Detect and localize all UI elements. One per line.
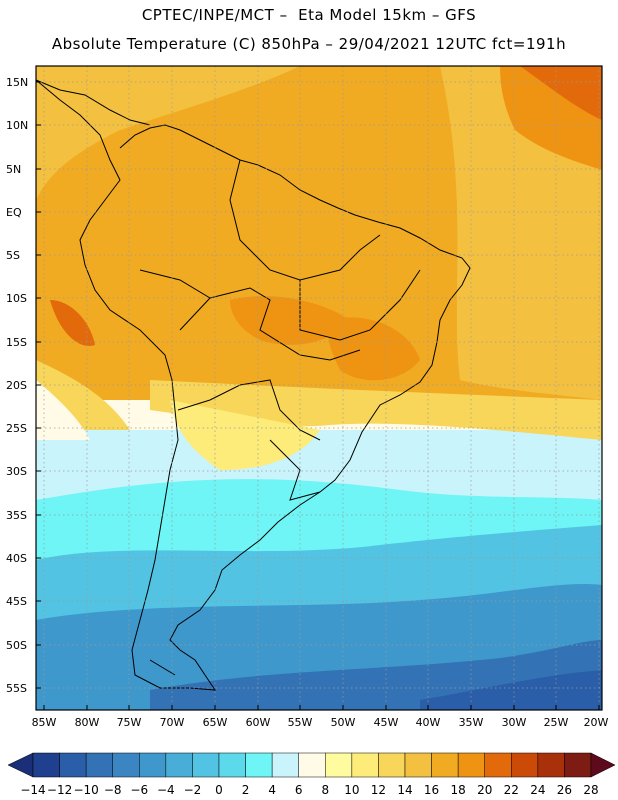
colorbar-max-arrow xyxy=(590,752,616,778)
lat-label-50s: 50S xyxy=(6,639,27,652)
colorbar-swatch xyxy=(32,752,60,778)
colorbar-swatch xyxy=(59,752,87,778)
lat-label-55s: 55S xyxy=(6,682,27,695)
colorbar-tick-label: 26 xyxy=(556,783,573,797)
lat-label-20s: 20S xyxy=(6,379,27,392)
lon-label-25w: 25W xyxy=(543,716,569,729)
lon-label-50w: 50W xyxy=(330,716,356,729)
colorbar-tick-label: 6 xyxy=(294,783,303,797)
colorbar-tick-label: 18 xyxy=(450,783,466,797)
lon-label-60w: 60W xyxy=(245,716,271,729)
lat-label-15n: 15N xyxy=(6,76,29,89)
colorbar-tick-label: −6 xyxy=(130,783,149,797)
lat-label-10s: 10S xyxy=(6,292,27,305)
colorbar-tick-label: 22 xyxy=(503,783,519,797)
lat-label-35s: 35S xyxy=(6,509,27,522)
colorbar-tick-label: 28 xyxy=(583,783,599,797)
colorbar xyxy=(7,752,616,778)
lat-label-40s: 40S xyxy=(6,552,27,565)
colorbar-tick-label: 20 xyxy=(477,783,493,797)
map-subtitle: Absolute Temperature (C) 850hPa – 29/04/… xyxy=(51,35,567,53)
colorbar-tick-label: −10 xyxy=(73,783,99,797)
coastline xyxy=(35,79,471,691)
lon-label-40w: 40W xyxy=(415,716,441,729)
colorbar-swatch xyxy=(218,752,246,778)
colorbar-tick-label: 12 xyxy=(370,783,387,797)
colorbar-tick-label: 0 xyxy=(215,783,223,797)
lon-label-55w: 55W xyxy=(287,716,313,729)
colorbar-swatch xyxy=(511,752,539,778)
colorbar-swatch xyxy=(484,752,512,778)
lon-label-85w: 85W xyxy=(31,716,57,729)
lon-label-70w: 70W xyxy=(159,716,185,729)
lat-label-5n: 5N xyxy=(6,163,22,176)
lat-label-5s: 5S xyxy=(6,249,20,262)
lat-label-25s: 25S xyxy=(6,422,27,435)
colorbar-tick-label: −14 xyxy=(20,783,46,797)
colorbar-tick-label: 4 xyxy=(268,783,276,797)
colorbar-tick-label: 16 xyxy=(423,783,440,797)
colorbar-tick-label: −8 xyxy=(103,783,122,797)
colorbar-swatch xyxy=(245,752,273,778)
colorbar-swatch xyxy=(325,752,353,778)
colorbar-tick-label: 10 xyxy=(344,783,360,797)
lat-label-30s: 30S xyxy=(6,465,27,478)
colorbar-tick-label: 24 xyxy=(530,783,546,797)
colorbar-tick-label: −4 xyxy=(156,783,175,797)
colorbar-swatch xyxy=(457,752,485,778)
lat-label-eq: EQ xyxy=(6,206,22,219)
colorbar-tick-label: 8 xyxy=(321,783,330,797)
temperature-field xyxy=(36,66,602,710)
axis-ticks xyxy=(36,81,600,710)
colorbar-tick-label: 2 xyxy=(241,783,250,797)
colorbar-swatch xyxy=(85,752,113,778)
colorbar-swatch xyxy=(404,752,432,778)
colorbar-swatch xyxy=(271,752,299,778)
colorbar-tick-label: −2 xyxy=(183,783,202,797)
colorbar-swatch xyxy=(298,752,326,778)
colorbar-swatch xyxy=(431,752,459,778)
lon-label-30w: 30W xyxy=(501,716,527,729)
map-frame xyxy=(35,65,603,711)
colorbar-tick-label: −12 xyxy=(46,783,73,797)
colorbar-swatch xyxy=(192,752,220,778)
colorbar-tick-label: 14 xyxy=(397,783,413,797)
lat-label-45s: 45S xyxy=(6,595,27,608)
lon-label-65w: 65W xyxy=(202,716,228,729)
lon-label-45w: 45W xyxy=(373,716,399,729)
lon-label-35w: 35W xyxy=(458,716,484,729)
colorbar-swatch xyxy=(378,752,406,778)
graticule xyxy=(36,66,602,710)
colorbar-min-arrow xyxy=(7,752,34,778)
lon-label-80w: 80W xyxy=(74,716,100,729)
lon-label-75w: 75W xyxy=(116,716,142,729)
colorbar-swatch xyxy=(351,752,379,778)
colorbar-swatch xyxy=(537,752,565,778)
map-title: CPTEC/INPE/MCT – Eta Model 15km – GFS xyxy=(141,6,477,24)
lat-label-10n: 10N xyxy=(6,119,29,132)
colorbar-swatch xyxy=(564,752,592,778)
lat-label-15s: 15S xyxy=(6,336,27,349)
colorbar-swatch xyxy=(112,752,140,778)
colorbar-swatch xyxy=(139,752,167,778)
colorbar-swatch xyxy=(165,752,193,778)
lon-label-20w: 20W xyxy=(583,716,609,729)
